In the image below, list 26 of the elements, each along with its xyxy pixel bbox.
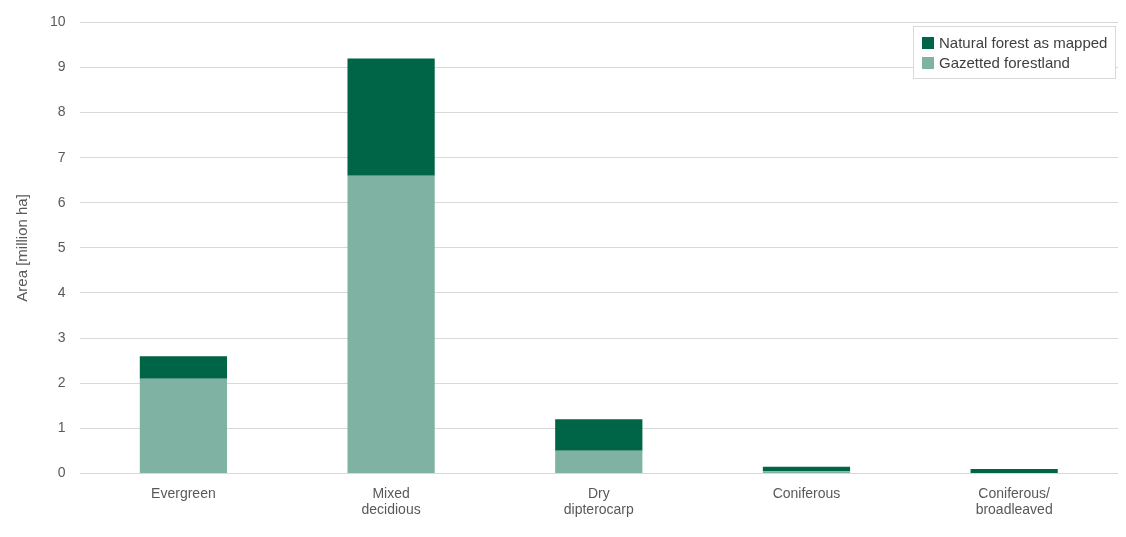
- x-tick-label: Dry dipterocarp: [563, 484, 635, 518]
- bar: [139, 356, 228, 379]
- bar: [347, 175, 435, 473]
- y-tick-label: 10: [49, 13, 66, 30]
- y-axis-title: Area [million ha]: [13, 194, 31, 302]
- x-tick-label: Coniferous: [772, 484, 841, 501]
- bar: [555, 450, 643, 473]
- bar: [139, 378, 228, 473]
- x-tick-label: Mixed decidious: [361, 484, 421, 518]
- y-tick-label: 8: [57, 103, 66, 120]
- bar: [347, 58, 435, 176]
- x-tick-label: Evergreen: [151, 484, 216, 501]
- y-tick-label: 4: [57, 283, 66, 300]
- legend-label: Natural forest as mapped: [939, 34, 1108, 52]
- y-tick-label: 0: [57, 464, 66, 481]
- y-tick-label: 9: [57, 58, 66, 75]
- bar: [555, 419, 643, 451]
- y-tick-label: 1: [57, 419, 66, 436]
- y-tick-label: 7: [57, 148, 66, 165]
- bar: [970, 468, 1058, 473]
- y-tick-label: 3: [57, 328, 66, 345]
- y-tick-label: 5: [57, 238, 66, 255]
- y-tick-label: 2: [57, 374, 66, 391]
- legend-label: Gazetted forestland: [939, 54, 1070, 72]
- x-tick-label: Coniferous/ broadleaved: [975, 484, 1053, 518]
- y-tick-label: 6: [57, 193, 66, 210]
